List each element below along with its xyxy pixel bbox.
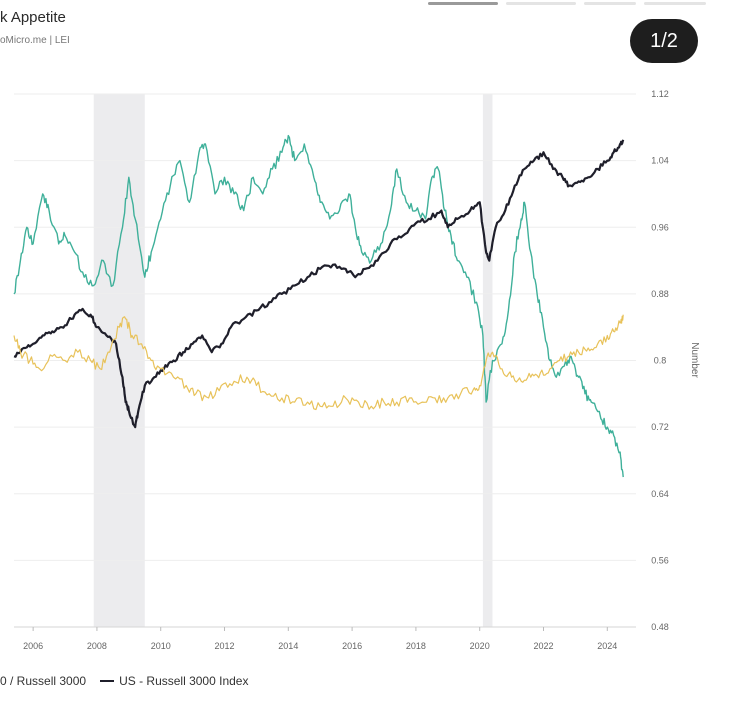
x-tick-label: 2020 <box>470 641 490 651</box>
x-tick-label: 2022 <box>533 641 553 651</box>
x-tick-label: 2006 <box>23 641 43 651</box>
y-tick-label: 0.8 <box>654 356 667 366</box>
series-line-ratio-gold[interactable] <box>13 314 624 411</box>
y-axis-ticks: 1.12 1.04 0.96 0.88 0.8 0.72 0.64 0.56 0.48 <box>651 89 669 632</box>
y-tick-label: 0.48 <box>651 622 669 632</box>
chart-source: oMicro.me | LEI <box>0 35 70 46</box>
x-tick-label: 2024 <box>597 641 617 651</box>
x-tick-label: 2008 <box>87 641 107 651</box>
chart-title: k Appetite <box>0 9 66 26</box>
series-line-russell-3000[interactable] <box>13 139 625 429</box>
y-axis-label: Number <box>689 342 700 378</box>
y-tick-label: 0.64 <box>651 489 669 499</box>
series-lines <box>13 134 625 478</box>
carousel-dot-3[interactable] <box>584 2 636 5</box>
y-tick-label: 0.56 <box>651 555 669 565</box>
carousel-dot-4[interactable] <box>644 2 706 5</box>
carousel-dot-1[interactable] <box>428 2 498 5</box>
y-tick-label: 0.72 <box>651 422 669 432</box>
legend-swatch-russell-3000 <box>100 680 115 682</box>
x-axis-ticks: 2006 2008 2010 2012 2014 2016 2018 2020 2022 2024 <box>23 627 617 651</box>
legend-label-russell-3000: US - Russell 3000 Index <box>119 674 249 688</box>
y-tick-label: 0.88 <box>651 289 669 299</box>
y-tick-label: 0.96 <box>651 222 669 232</box>
carousel-dot-2[interactable] <box>506 2 576 5</box>
legend-item-ratio[interactable]: 0 / Russell 3000 <box>0 674 86 688</box>
x-tick-label: 2010 <box>151 641 171 651</box>
y-tick-label: 1.12 <box>651 89 669 99</box>
y-tick-label: 1.04 <box>651 156 669 166</box>
page-counter-badge[interactable]: 1/2 <box>630 19 698 63</box>
x-tick-label: 2014 <box>278 641 298 651</box>
legend-item-russell-3000[interactable]: US - Russell 3000 Index <box>100 674 248 688</box>
legend-label-ratio: 0 / Russell 3000 <box>0 674 87 688</box>
x-tick-label: 2016 <box>342 641 362 651</box>
legend: 0 / Russell 3000 US - Russell 3000 Index <box>0 674 262 688</box>
x-tick-label: 2018 <box>406 641 426 651</box>
x-tick-label: 2012 <box>215 641 235 651</box>
series-line-ratio-teal[interactable] <box>13 134 624 478</box>
